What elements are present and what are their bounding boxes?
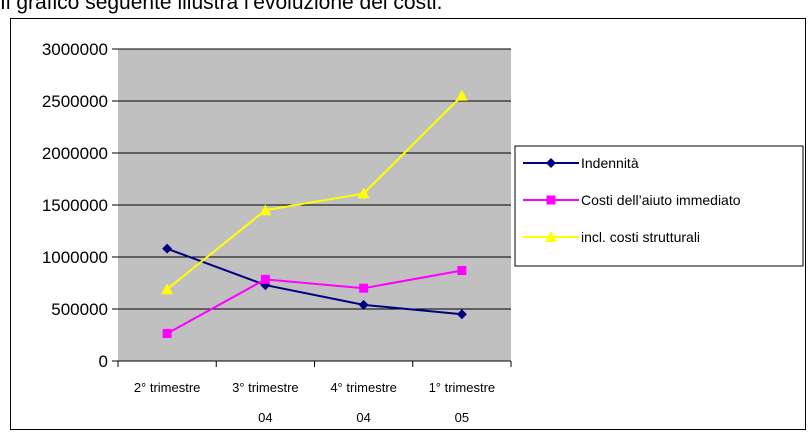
data-point-series-1 [456,309,467,320]
page-heading: Il grafico seguente illustra l’evoluzion… [0,0,443,14]
y-tick-label: 1500000 [42,196,108,215]
legend-label: incl. costi strutturali [581,229,700,245]
data-point-series-3 [259,204,272,216]
legend-label: Costi dell’aiuto immediato [581,192,741,208]
y-tick-label: 500000 [51,300,108,319]
series-line-2 [166,269,463,335]
chart-frame: 0 500000 1000000 1500000 2000000 2500000 30000… [10,18,806,430]
legend-label: Indennità [581,155,639,171]
data-point-series-2 [260,274,270,284]
series-line-3 [166,95,463,291]
line-chart: 0 500000 1000000 1500000 2000000 2500000 30000… [42,40,804,425]
data-point-series-1 [162,243,173,254]
legend-box [514,145,804,267]
x-tick-label: 1° trimestre [429,380,496,395]
series-line-1 [166,247,462,316]
legend-marker [545,231,557,242]
x-tick-label: 05 [455,410,469,425]
data-point-series-3 [161,283,174,295]
y-tick-label: 2000000 [42,144,108,163]
data-point-series-2 [359,283,369,293]
y-tick-label: 3000000 [42,40,108,59]
data-point-series-2 [162,328,172,338]
x-tick-label: 04 [356,410,370,425]
legend: Indennità Costi dell’aiuto immediato incl.… [514,145,804,267]
x-tick-label: 3° trimestre [232,380,299,395]
legend-marker [546,195,556,205]
data-point-series-3 [357,187,370,199]
x-tick-label: 4° trimestre [330,380,397,395]
data-point-series-3 [455,89,468,101]
data-point-series-1 [358,299,369,310]
legend-marker [546,158,556,168]
y-tick-label: 2500000 [42,92,108,111]
y-tick-label: 0 [99,352,108,371]
data-point-series-2 [457,266,467,276]
x-tick-label: 04 [258,410,272,425]
y-tick-label: 1000000 [42,248,108,267]
x-tick-label: 2° trimestre [134,380,201,395]
